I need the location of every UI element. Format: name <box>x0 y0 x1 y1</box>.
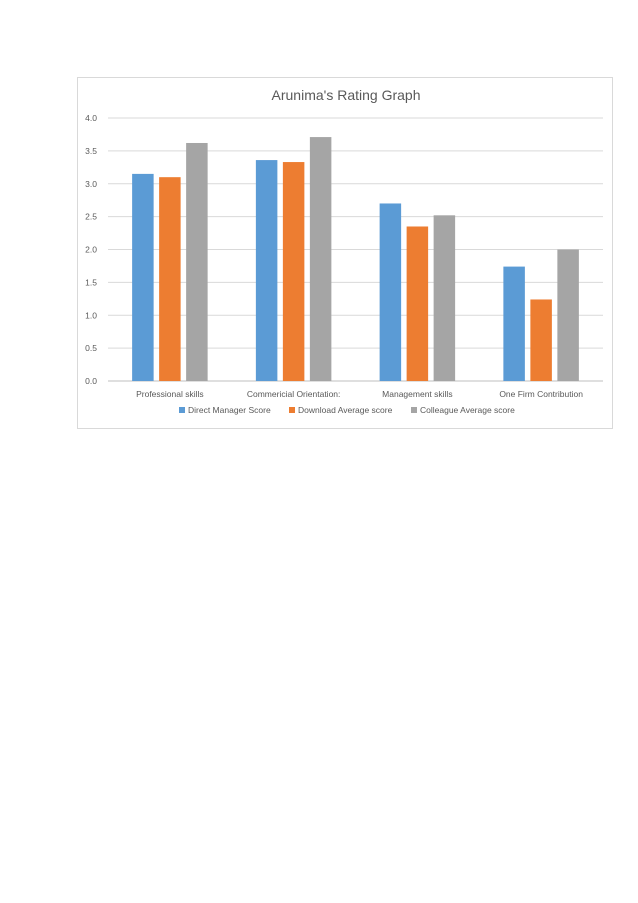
y-tick-label: 4.0 <box>85 113 97 123</box>
y-tick-label: 2.5 <box>85 212 97 222</box>
y-tick-label: 1.5 <box>85 277 97 287</box>
bar <box>406 226 429 381</box>
bar <box>186 142 208 381</box>
x-category-label: Commericial Orientation: <box>247 389 341 399</box>
legend-swatch <box>289 407 295 413</box>
y-tick-label: 2.0 <box>85 245 97 255</box>
chart-title: Arunima's Rating Graph <box>272 87 421 103</box>
x-axis-categories: Professional skills Commericial Orientati… <box>136 389 583 399</box>
x-category-label: One Firm Contribution <box>499 389 583 399</box>
legend-label: Direct Manager Score <box>188 405 271 415</box>
bar <box>530 299 552 381</box>
y-tick-label: 1.0 <box>85 310 97 320</box>
x-category-label: Professional skills <box>136 389 204 399</box>
chart-container: Arunima's Rating Graph 0.0 0.5 1.0 1.5 2.0 2.… <box>77 77 613 429</box>
bar <box>379 203 402 381</box>
bar <box>159 177 181 381</box>
legend-swatch <box>411 407 417 413</box>
bar <box>282 162 305 381</box>
legend-swatch <box>179 407 185 413</box>
bar <box>557 249 579 381</box>
legend: Direct Manager Score Download Average sco… <box>179 405 515 415</box>
legend-label: Colleague Average score <box>420 405 515 415</box>
x-category-label: Management skills <box>382 389 452 399</box>
y-tick-label: 0.0 <box>85 376 97 386</box>
bar <box>309 137 332 381</box>
rating-bar-chart: Arunima's Rating Graph 0.0 0.5 1.0 1.5 2.0 2.… <box>85 87 603 415</box>
bar <box>255 160 278 381</box>
y-tick-label: 3.0 <box>85 179 97 189</box>
bars <box>132 137 579 381</box>
bar <box>433 215 456 381</box>
gridlines <box>108 117 603 382</box>
y-tick-label: 3.5 <box>85 146 97 156</box>
legend-label: Download Average score <box>298 405 393 415</box>
bar <box>132 173 154 381</box>
bar <box>503 266 525 381</box>
y-tick-label: 0.5 <box>85 343 97 353</box>
y-axis-ticks: 0.0 0.5 1.0 1.5 2.0 2.5 3.0 3.5 4.0 <box>85 113 97 386</box>
